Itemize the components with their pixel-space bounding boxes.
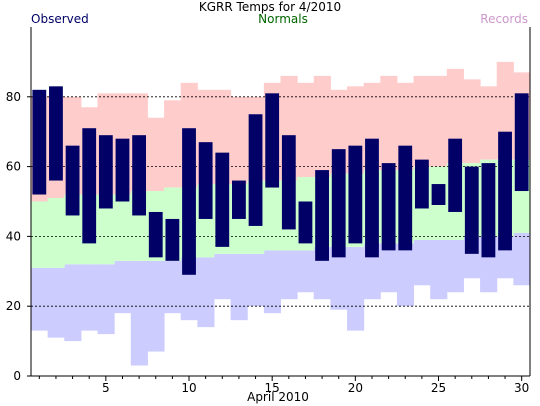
record-low-bar-4: [80, 264, 99, 331]
record-low-bar-13: [230, 253, 248, 321]
record-low-bar-11: [197, 257, 215, 328]
observed-bar-10: [182, 128, 196, 275]
record-low-bar-5: [97, 264, 115, 335]
record-low-bar-14: [247, 253, 265, 307]
record-low-bar-12: [213, 253, 232, 300]
record-high-bar-27: [463, 79, 481, 164]
x-axis-label: April 2010: [247, 390, 309, 404]
observed-bar-24: [414, 159, 429, 209]
observed-bar-12: [215, 152, 230, 247]
record-low-bar-16: [280, 250, 298, 300]
y-tick-label-0: 0: [13, 369, 21, 383]
y-tick-label-60: 60: [6, 160, 21, 174]
observed-bar-1: [32, 89, 47, 195]
normal-range-bar-2: [47, 198, 65, 268]
observed-bar-8: [148, 211, 163, 258]
record-low-bar-22: [380, 243, 398, 293]
axes: 0 20 40 60 80 5 10 15 20 25 30: [6, 27, 531, 395]
record-low-bar-6: [114, 260, 132, 314]
record-low-bar-26: [446, 239, 464, 293]
x-tick-label-10: 10: [181, 381, 196, 395]
observed-bar-30: [514, 93, 529, 192]
record-low-bar-19: [330, 246, 348, 310]
observed-bars: [32, 86, 529, 275]
observed-bar-16: [281, 135, 296, 230]
record-low-bar-17: [297, 250, 315, 293]
observed-bar-20: [348, 145, 363, 244]
observed-bar-29: [498, 131, 512, 251]
observed-bar-3: [65, 145, 80, 216]
x-tick-label-5: 5: [102, 381, 110, 395]
normal-range-bar-6: [114, 194, 132, 261]
legend-normals: Normals: [258, 12, 308, 26]
gridlines: [31, 96, 530, 307]
record-high-bar-22: [380, 75, 398, 171]
observed-bar-11: [198, 142, 213, 219]
normal-range-bar-5: [97, 194, 115, 265]
observed-bar-5: [98, 135, 113, 209]
record-low-bar-7: [130, 260, 148, 366]
record-low-bar-20: [347, 246, 365, 331]
observed-bar-21: [365, 138, 379, 258]
record-low-bar-23: [396, 243, 415, 307]
observed-bar-13: [232, 180, 246, 219]
observed-bar-19: [331, 149, 346, 258]
record-low-bar-25: [430, 239, 448, 300]
normal-range-bar-15: [263, 180, 281, 251]
observed-bar-15: [265, 93, 280, 188]
record-low-bar-15: [263, 250, 281, 314]
record-low-bar-30: [513, 232, 531, 286]
observed-bar-28: [481, 163, 496, 258]
legend-observed: Observed: [31, 12, 89, 26]
record-low-bar-2: [47, 267, 65, 338]
record-high-bar-9: [164, 100, 182, 188]
record-high-bar-13: [230, 96, 248, 185]
record-low-bar-3: [64, 264, 82, 342]
record-low-bar-1: [31, 267, 49, 331]
x-tick-label-20: 20: [348, 381, 363, 395]
normal-range-bar-1: [31, 201, 49, 268]
record-low-bar-24: [413, 239, 431, 286]
chart-title: KGRR Temps for 4/2010: [199, 0, 341, 14]
observed-bar-14: [248, 114, 263, 226]
observed-bar-4: [82, 128, 97, 244]
y-tick-label-80: 80: [6, 90, 21, 104]
observed-bar-6: [115, 138, 130, 202]
x-tick-label-15: 15: [265, 381, 280, 395]
record-high-bar-18: [313, 75, 331, 178]
record-high-bar-25: [430, 75, 448, 167]
observed-bar-27: [464, 166, 479, 254]
record-low-bar-9: [164, 260, 182, 314]
observed-bar-7: [132, 135, 147, 216]
legend-records: Records: [480, 12, 528, 26]
record-high-bar-8: [147, 117, 165, 192]
observed-bar-26: [448, 138, 463, 212]
record-high-bar-17: [297, 82, 315, 178]
record-high-bar-24: [413, 75, 431, 167]
observed-bar-17: [298, 201, 313, 244]
y-tick-label-40: 40: [6, 229, 21, 243]
x-tick-label-30: 30: [514, 381, 529, 395]
observed-bar-18: [315, 170, 329, 261]
record-high-bar-28: [480, 86, 498, 160]
x-tick-label-25: 25: [431, 381, 446, 395]
y-tick-label-20: 20: [6, 299, 21, 313]
observed-bar-23: [398, 145, 413, 251]
observed-bar-22: [381, 163, 396, 251]
observed-bar-2: [49, 86, 63, 181]
observed-bar-9: [165, 218, 180, 261]
observed-bar-25: [431, 184, 446, 205]
